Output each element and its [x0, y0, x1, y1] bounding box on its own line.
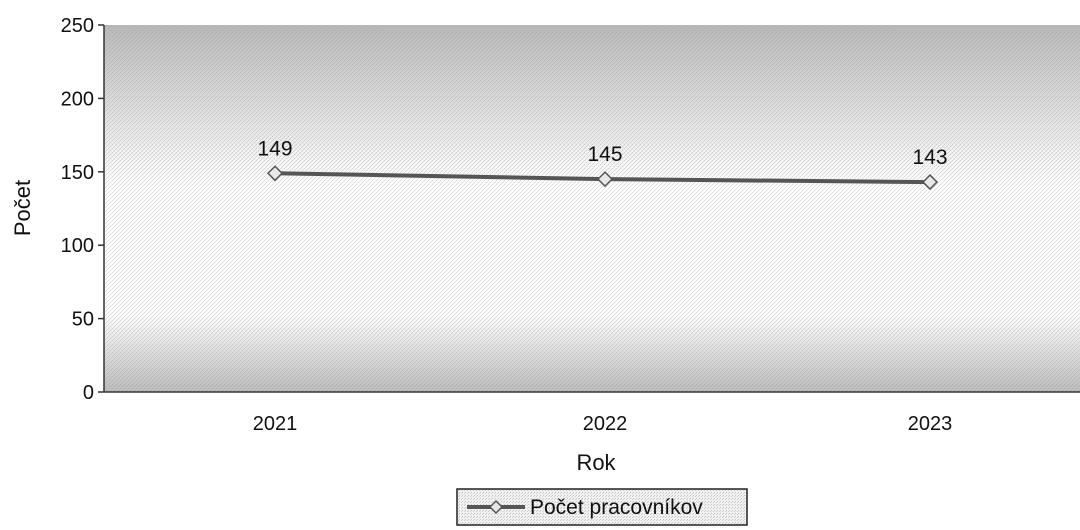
x-tick-label: 2021	[253, 413, 298, 435]
plot-area	[104, 25, 1080, 392]
y-tick-label: 200	[61, 88, 94, 110]
x-tick-label: 2022	[583, 413, 628, 435]
y-tick-label: 250	[61, 15, 94, 37]
data-label-2021: 149	[257, 137, 292, 160]
data-point-2023	[921, 174, 939, 191]
x-tick-label: 2023	[908, 413, 953, 435]
series-group	[266, 165, 939, 191]
y-tick-label: 50	[72, 309, 94, 331]
plot-texture	[104, 25, 1080, 392]
data-label-2022: 145	[587, 143, 622, 166]
y-tick-label: 100	[61, 235, 94, 257]
x-axis: 2021 2022 2023	[104, 391, 1080, 435]
y-tick-label: 150	[61, 162, 94, 184]
data-point-2022	[596, 171, 614, 188]
legend-label: Počet pracovníkov	[530, 496, 703, 519]
y-axis-title: Počet	[10, 180, 35, 236]
legend: Počet pracovníkov	[456, 488, 748, 526]
legend-diamond-icon	[488, 499, 504, 515]
y-tick-label: 0	[83, 382, 94, 404]
y-axis: 0 50 100 150 200 250	[61, 15, 105, 404]
data-label-group: 149 145 143	[257, 137, 947, 169]
data-label-2023: 143	[912, 146, 947, 169]
x-axis-title: Rok	[576, 450, 616, 475]
data-point-2021	[266, 165, 284, 182]
